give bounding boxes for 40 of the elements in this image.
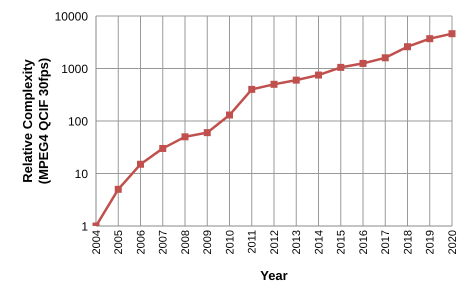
point (270, 80, 278, 88)
y-tick-label: 1 (81, 219, 88, 234)
x-tick-label: 2007 (158, 230, 170, 254)
x-tick-label: 2019 (424, 230, 437, 254)
point (315, 72, 322, 79)
point (360, 60, 366, 67)
point (248, 86, 256, 93)
point (137, 160, 144, 168)
y-tick-label: 1000 (61, 62, 88, 76)
point (182, 133, 188, 140)
x-tick-label: 2017 (380, 230, 392, 254)
y-tick-label: 10 (74, 166, 88, 181)
point (426, 35, 434, 42)
x-tick-label: 2020 (446, 230, 459, 254)
point (114, 186, 122, 193)
x-tick-label: 2012 (268, 230, 281, 254)
x-tick-label: 2016 (358, 230, 370, 254)
y-tick-label: 100 (68, 114, 88, 128)
x-tick-label: 2008 (180, 230, 192, 254)
point (292, 76, 300, 84)
x-tick-label: 2006 (135, 230, 148, 254)
x-tick-label: 2013 (291, 230, 304, 254)
point (404, 43, 411, 50)
x-tick-label: 2005 (113, 230, 126, 254)
point (382, 54, 389, 62)
x-tick-label: 2018 (402, 230, 414, 254)
point (337, 64, 344, 71)
x-tick-label: 2011 (246, 230, 259, 254)
y-axis-title: Relative Complexity (MPEG4 QCIF 30fps) (20, 58, 51, 184)
x-tick-label: 2004 (90, 230, 103, 254)
point (159, 144, 166, 152)
x-tick-label: 2010 (224, 230, 236, 254)
point (448, 30, 456, 38)
x-tick-label: 2015 (336, 230, 348, 254)
x-axis-title: Year (260, 268, 288, 283)
x-tick-label: 2014 (313, 230, 326, 254)
point (204, 129, 211, 136)
x-tick-label: 2009 (202, 230, 214, 254)
y-tick-label: 10000 (54, 9, 88, 24)
point (226, 112, 233, 119)
